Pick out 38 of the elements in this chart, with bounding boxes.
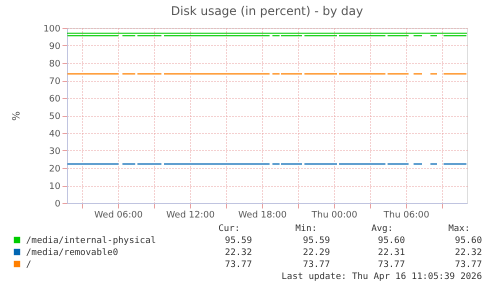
text: 95.59 (302, 236, 330, 246)
x-tick-label: Wed 12:00 (166, 210, 215, 220)
text: 95.60 (454, 236, 482, 246)
legend-label: /media/removable0 (26, 248, 118, 258)
y-tick-label: 10 (49, 182, 61, 192)
x-tick-label: Wed 18:00 (238, 210, 287, 220)
x-tick-label: Thu 06:00 (382, 210, 430, 220)
text: 73.77 (378, 260, 405, 270)
text: 22.29 (302, 248, 330, 258)
legend-label: / (26, 260, 32, 270)
text: 95.59 (224, 236, 252, 246)
text: 22.32 (454, 248, 482, 258)
text: 73.77 (454, 260, 482, 270)
text: 73.77 (302, 260, 330, 270)
y-tick-label: 40 (49, 130, 61, 140)
x-tick-label: Wed 06:00 (94, 210, 143, 220)
y-axis-title: % (11, 111, 22, 121)
y-tick-label: 70 (49, 77, 61, 87)
text: Avg: (371, 224, 393, 234)
y-tick-label: 60 (49, 94, 61, 104)
text: 73.77 (224, 260, 252, 270)
text: Cur: (218, 224, 240, 234)
text: 22.31 (378, 248, 405, 258)
y-tick-label: 30 (49, 147, 61, 157)
text: Last update: Thu Apr 16 11:05:39 2026 (282, 272, 482, 282)
text: 22.32 (224, 248, 252, 258)
y-tick-label: 0 (54, 200, 61, 210)
y-tick-label: 80 (49, 60, 61, 70)
y-tick-label: 50 (49, 112, 61, 122)
chart-title: Disk usage (in percent) - by day (170, 4, 364, 18)
y-tick-label: 90 (49, 42, 61, 52)
text: Min: (295, 224, 317, 234)
text: 95.60 (378, 236, 405, 246)
x-tick-label: Thu 00:00 (310, 210, 358, 220)
text: Max: (448, 224, 470, 234)
y-tick-label: 20 (49, 164, 61, 174)
y-tick-label: 100 (43, 24, 61, 34)
legend-label: /media/internal-physical (26, 236, 156, 246)
